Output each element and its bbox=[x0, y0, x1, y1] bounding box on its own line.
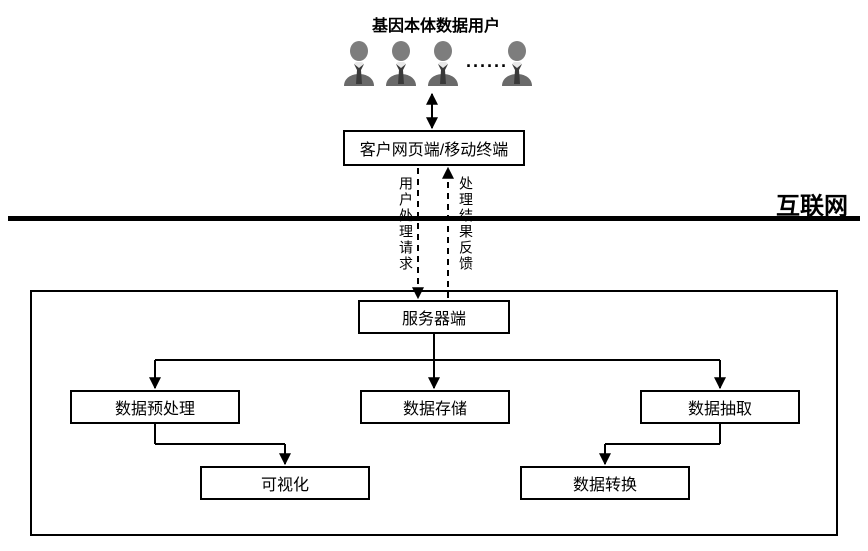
client-box-label: 客户网页端/移动终端 bbox=[360, 136, 508, 160]
user-icon bbox=[424, 40, 462, 88]
storage-box: 数据存储 bbox=[360, 390, 510, 424]
client-box: 客户网页端/移动终端 bbox=[343, 130, 525, 166]
response-label: 处理结果反馈 bbox=[456, 176, 476, 272]
request-label: 用户处理请求 bbox=[396, 176, 416, 272]
server-box: 服务器端 bbox=[358, 300, 510, 334]
visualize-box: 可视化 bbox=[200, 466, 370, 500]
server-box-label: 服务器端 bbox=[402, 305, 466, 329]
transform-box: 数据转换 bbox=[520, 466, 690, 500]
title-text: 基因本体数据用户 bbox=[372, 18, 500, 35]
extract-box: 数据抽取 bbox=[640, 390, 800, 424]
user-icon bbox=[382, 40, 420, 88]
internet-divider bbox=[8, 216, 860, 221]
diagram-title: 基因本体数据用户 bbox=[356, 12, 516, 36]
preprocess-box: 数据预处理 bbox=[70, 390, 240, 424]
user-icon bbox=[340, 40, 378, 88]
internet-label: 互联网 bbox=[776, 186, 848, 221]
user-icon bbox=[498, 40, 536, 88]
diagram-stage: { "canvas": { "width": 868, "height": 55… bbox=[0, 0, 868, 551]
